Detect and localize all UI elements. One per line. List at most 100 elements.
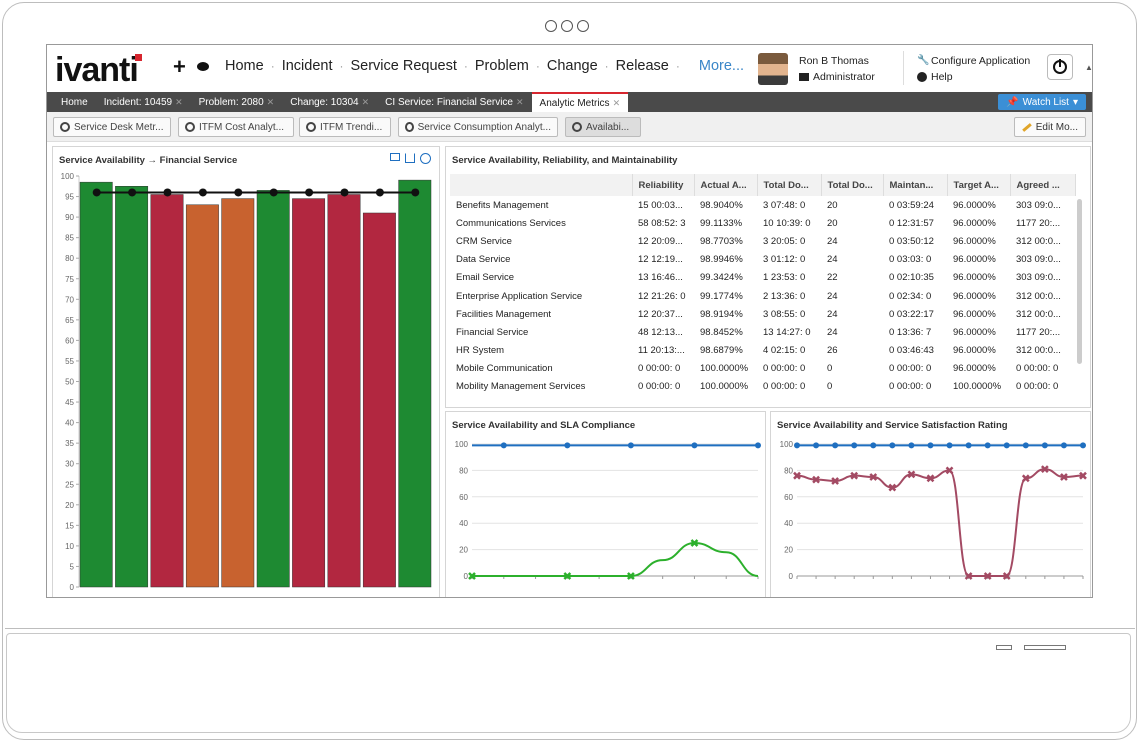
configure-application-link[interactable]: 🔧 Configure Application [917,55,1030,67]
export-icon[interactable] [405,153,415,163]
close-icon[interactable]: ✕ [361,96,370,107]
nav-problem[interactable]: Problem [474,58,529,74]
series-point [1080,442,1086,449]
record-tab[interactable]: Problem: 2080 ✕ [191,92,283,112]
close-icon[interactable]: ✕ [175,96,183,107]
y-tick-label: 50 [65,378,74,387]
configure-label: Configure Application [931,55,1031,67]
table-scrollbar[interactable] [1077,199,1082,364]
table-row[interactable]: CRM Service 12 20:09... 98.7703% 3 20:05: 0… [450,232,1075,250]
series-point [1022,442,1029,449]
table-header-row: Reliability Actual A... Total Do... Total D… [450,174,1076,196]
table-cell: Facilities Management [456,308,552,320]
table-cell: 24 [827,290,838,302]
record-tab[interactable]: CI Service: Financial Service ✕ [377,92,531,112]
nav-change[interactable]: Change [546,58,598,74]
help-link[interactable]: Help [917,71,953,83]
table-row[interactable]: Facilities Management 12 20:37... 98.9194%… [450,305,1075,323]
table-cell: 0 03:03: 0 [889,254,932,266]
y-tick-label: 95 [65,193,74,202]
record-tab[interactable]: Change: 10304 ✕ [282,92,377,112]
chat-bubble-icon[interactable] [197,62,209,71]
dashboard-tab-itfm-cost[interactable]: ITFM Cost Analyt... [178,117,294,137]
table-row[interactable]: HR System 11 20:13:... 98.6879% 4 02:15: 0 2… [450,342,1075,360]
column-header[interactable]: Total Do... [821,174,884,196]
table-cell: 303 09:0... [1016,272,1061,284]
top-bar: ivanti + Home · Incident · Service Request… [47,45,1092,92]
table-cell: Enterprise Application Service [456,290,583,302]
y-tick-label: 20 [65,501,74,510]
bar [327,194,361,588]
table-row[interactable]: Enterprise Application Service 12 21:26: … [450,287,1075,305]
scroll-up-icon[interactable]: ▲ [1085,63,1093,72]
column-header[interactable]: Agreed ... [1010,174,1076,196]
table-row[interactable]: Benefits Management 15 00:03... 98.9040% 3 … [450,196,1075,214]
column-header[interactable] [450,174,633,196]
power-button[interactable] [1047,54,1073,80]
table-row[interactable]: Communications Services 58 08:52: 3 99.113… [450,214,1075,232]
y-tick-label: 55 [65,357,74,366]
table-cell: 0 00:00: 0 [1016,363,1059,375]
record-tab-label: Analytic Metrics [539,97,610,109]
watch-list-button[interactable]: 📌 Watch List ▾ [998,94,1086,110]
edit-mode-label: Edit Mo... [1035,121,1078,133]
column-header[interactable]: Target A... [947,174,1011,196]
dashboard-tab-service-consumption[interactable]: Service Consumption Analyt... [398,117,558,137]
series-line [472,541,759,577]
table-row[interactable]: Financial Service 48 12:13... 98.8452% 13 1… [450,323,1075,341]
column-header[interactable]: Actual A... [694,174,758,196]
user-avatar[interactable] [758,53,788,85]
y-tick-label: 20 [784,546,793,555]
record-tab[interactable]: Home [53,92,96,112]
wrench-icon: 🔧 [917,55,930,66]
plus-icon[interactable]: + [173,54,186,79]
table-cell: 3 07:48: 0 [763,199,806,211]
dashboard-tab-availability[interactable]: Availabi... [565,117,641,137]
y-tick-label: 20 [459,546,468,555]
table-cell: Benefits Management [456,199,549,211]
y-tick-label: 100 [455,440,469,449]
info-icon[interactable] [420,153,431,164]
series-line [796,468,1084,577]
bar [292,198,326,588]
maximize-icon[interactable] [390,153,400,161]
series-point [850,471,859,480]
table-row[interactable]: Mobility Management Services 0 00:00: 0 10… [450,378,1075,396]
close-icon[interactable]: ✕ [612,97,621,108]
table-cell: 0 00:00: 0 [763,381,806,393]
series-point [793,471,801,480]
nav-separator: · [270,59,275,73]
series-point [563,572,572,580]
record-tab[interactable]: Incident: 10459 ✕ [96,92,191,112]
ivanti-logo[interactable]: ivanti [55,51,139,89]
user-name[interactable]: Ron B Thomas [799,55,869,67]
nav-more-link[interactable]: More... [698,58,744,74]
close-icon[interactable]: ✕ [516,96,524,107]
table-row[interactable]: Email Service 13 16:46... 99.3424% 1 23:53:… [450,269,1075,287]
table-cell: 1177 20:... [1016,326,1061,338]
table-cell: 0 03:50:12 [889,235,934,247]
nav-home[interactable]: Home [225,58,264,74]
gauge-icon [572,122,582,132]
nav-incident[interactable]: Incident [281,58,333,74]
table-row[interactable]: Data Service 12 12:19... 98.9946% 3 01:12: … [450,251,1075,269]
target-point [305,188,314,197]
column-header[interactable]: Total Do... [757,174,822,196]
record-tab[interactable]: Analytic Metrics ✕ [531,92,629,112]
nav-service-request[interactable]: Service Request [350,58,457,74]
column-header[interactable]: Reliability [632,174,695,196]
device-divider [5,628,1135,629]
header-divider [903,51,904,85]
table-cell: 96.0000% [953,326,996,338]
nav-release[interactable]: Release [615,58,669,74]
dashboard-tab-itfm-trending[interactable]: ITFM Trendi... [299,117,391,137]
table-row[interactable]: Mobile Communication 0 00:00: 0 100.0000% 0… [450,360,1075,378]
dashboard-tab-service-desk[interactable]: Service Desk Metr... [53,117,171,137]
close-icon[interactable]: ✕ [266,96,275,107]
edit-mode-button[interactable]: Edit Mo... [1013,117,1086,137]
series-point [907,470,916,479]
series-point [691,442,698,449]
user-role[interactable]: Administrator [799,71,875,83]
column-header[interactable]: Maintan... [883,174,948,196]
user-role-label: Administrator [813,71,875,83]
